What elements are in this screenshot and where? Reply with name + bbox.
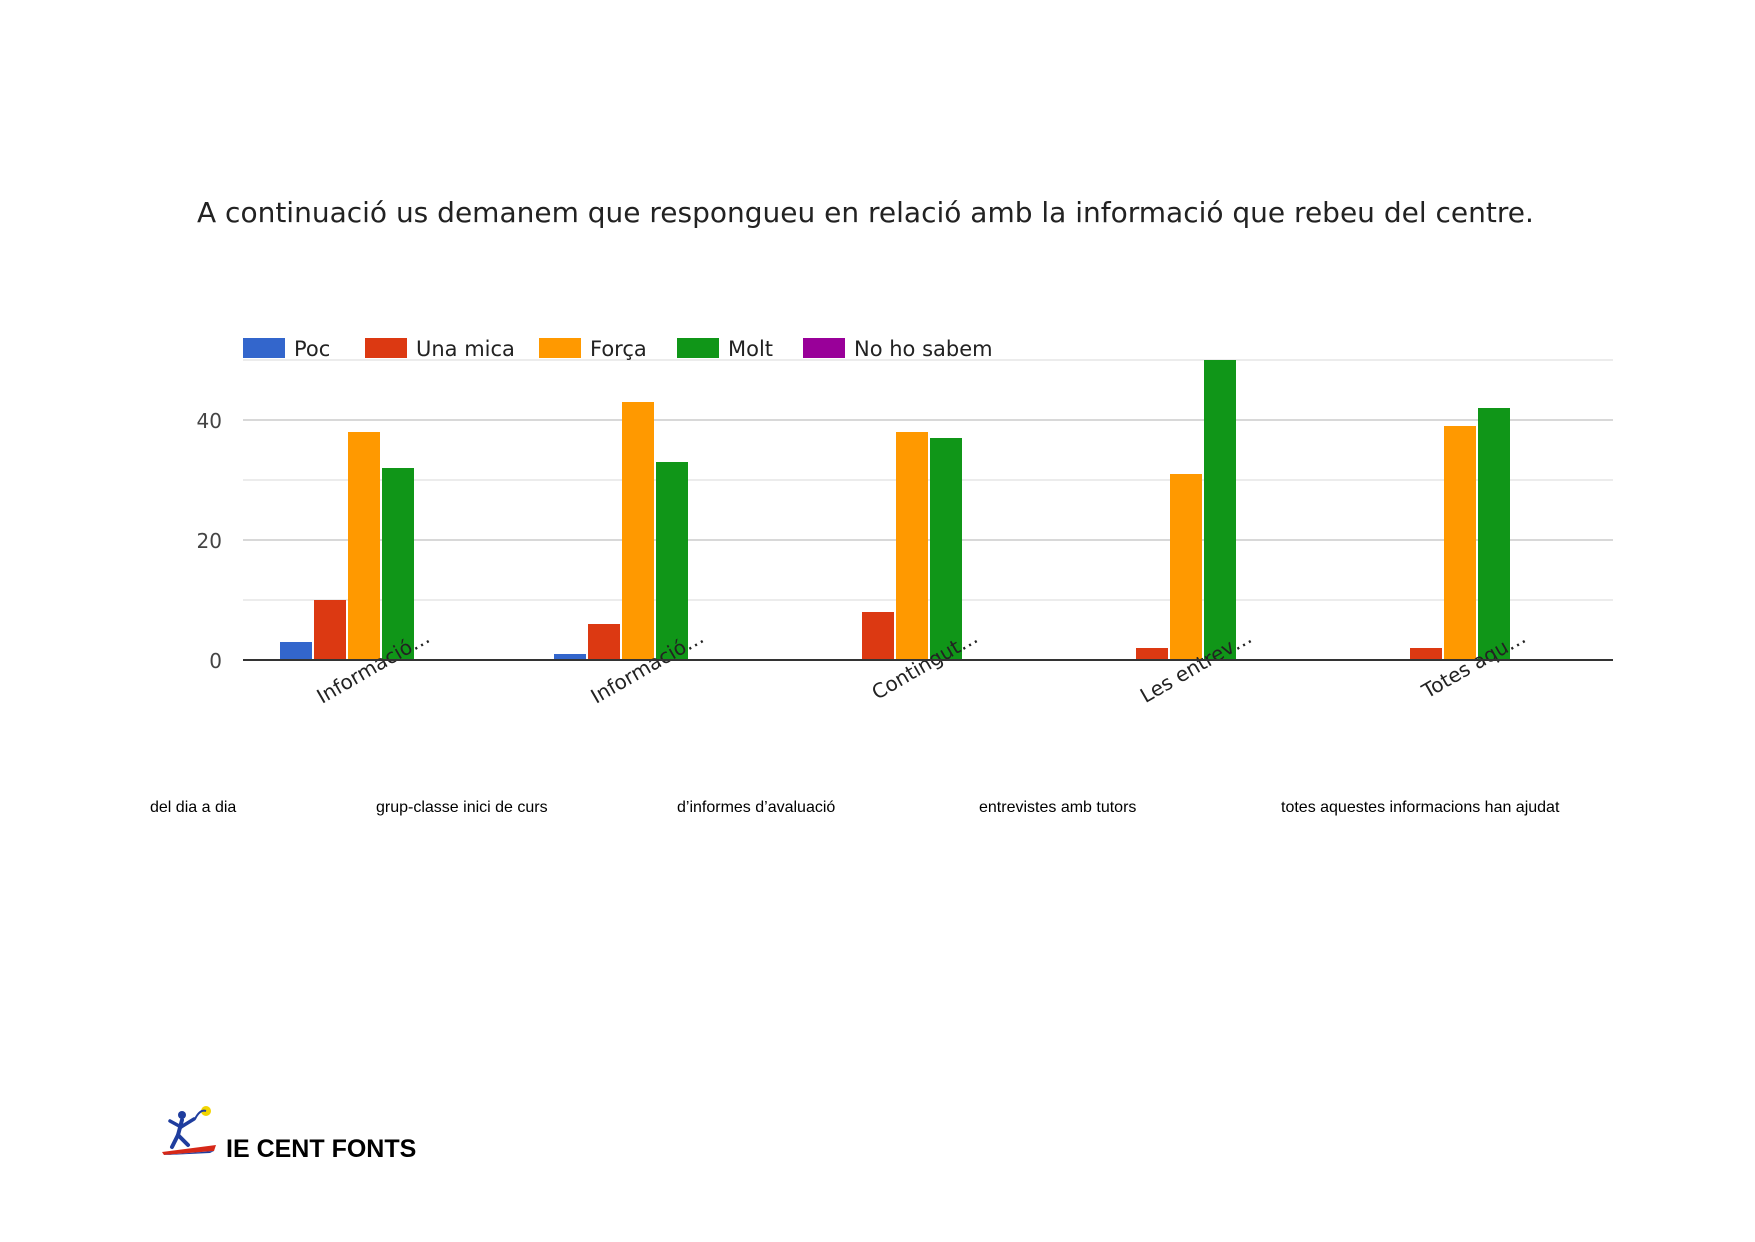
bar-molt-2 xyxy=(656,462,688,660)
bar-força-4 xyxy=(1170,474,1202,660)
y-tick-label: 40 xyxy=(197,409,222,433)
y-tick-label: 20 xyxy=(197,529,222,553)
footer-brand: IE CENT FONTS xyxy=(160,1105,480,1165)
bar-força-2 xyxy=(622,402,654,660)
bar-una-mica-2 xyxy=(588,624,620,660)
legend-label-1: Poc xyxy=(294,337,330,361)
bar-una-mica-5 xyxy=(1410,648,1442,660)
chart-title: A continuació us demanem que respongueu … xyxy=(197,196,1534,229)
legend-label-3: Força xyxy=(590,337,647,361)
legend-label-2: Una mica xyxy=(416,337,515,361)
subcaption-1: del dia a dia xyxy=(150,799,237,816)
bar-una-mica-3 xyxy=(862,612,894,660)
y-tick-label: 0 xyxy=(209,649,222,673)
bar-molt-4 xyxy=(1204,360,1236,660)
subcaption-3: d’informes d’avaluació xyxy=(677,799,836,816)
legend-label-4: Molt xyxy=(728,337,773,361)
bar-força-3 xyxy=(896,432,928,660)
subcaption-4: entrevistes amb tutors xyxy=(979,799,1137,816)
org-name: IE CENT FONTS xyxy=(226,1135,417,1163)
subcaption-2: grup-classe inici de curs xyxy=(376,799,548,816)
school-logo-icon xyxy=(162,1106,216,1155)
bar-una-mica-4 xyxy=(1136,648,1168,660)
legend-swatch-5 xyxy=(803,338,845,358)
subcaption-5: totes aquestes informacions han ajudat xyxy=(1281,799,1560,816)
bar-força-1 xyxy=(348,432,380,660)
legend-swatch-1 xyxy=(243,338,285,358)
legend-swatch-4 xyxy=(677,338,719,358)
bar-molt-1 xyxy=(382,468,414,660)
bar-molt-5 xyxy=(1478,408,1510,660)
legend-label-5: No ho sabem xyxy=(854,337,993,361)
bar-molt-3 xyxy=(930,438,962,660)
bar-força-5 xyxy=(1444,426,1476,660)
bar-poc-2 xyxy=(554,654,586,660)
bar-una-mica-1 xyxy=(314,600,346,660)
legend-swatch-3 xyxy=(539,338,581,358)
bar-poc-1 xyxy=(280,642,312,660)
legend-swatch-2 xyxy=(365,338,407,358)
